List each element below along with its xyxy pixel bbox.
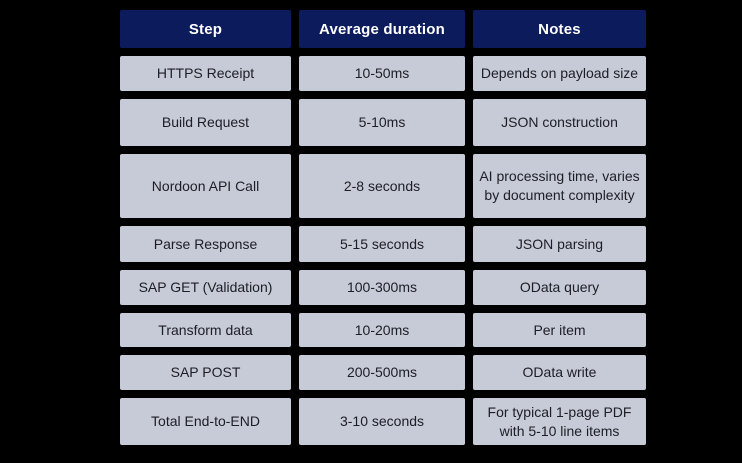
duration-cell: 100-300ms: [299, 270, 465, 305]
step-cell: HTTPS Receipt: [120, 56, 291, 91]
duration-cell: 10-50ms: [299, 56, 465, 91]
duration-cell: 2-8 seconds: [299, 154, 465, 218]
notes-cell: JSON construction: [473, 99, 646, 146]
step-cell: SAP GET (Validation): [120, 270, 291, 305]
notes-cell: Per item: [473, 313, 646, 347]
step-cell: SAP POST: [120, 355, 291, 390]
notes-cell: OData query: [473, 270, 646, 305]
notes-cell: AI processing time, varies by document c…: [473, 154, 646, 218]
notes-cell: For typical 1-page PDF with 5-10 line it…: [473, 398, 646, 445]
column-header-step: Step: [120, 10, 291, 48]
notes-cell: OData write: [473, 355, 646, 390]
step-cell: Total End-to-END: [120, 398, 291, 445]
step-cell: Build Request: [120, 99, 291, 146]
notes-cell: Depends on payload size: [473, 56, 646, 91]
column-header-average-duration: Average duration: [299, 10, 465, 48]
performance-table: Step Average duration Notes HTTPS Receip…: [120, 10, 646, 445]
notes-cell: JSON parsing: [473, 226, 646, 262]
step-cell: Parse Response: [120, 226, 291, 262]
step-cell: Transform data: [120, 313, 291, 347]
duration-cell: 5-15 seconds: [299, 226, 465, 262]
duration-cell: 200-500ms: [299, 355, 465, 390]
duration-cell: 5-10ms: [299, 99, 465, 146]
duration-cell: 3-10 seconds: [299, 398, 465, 445]
step-cell: Nordoon API Call: [120, 154, 291, 218]
duration-cell: 10-20ms: [299, 313, 465, 347]
column-header-notes: Notes: [473, 10, 646, 48]
